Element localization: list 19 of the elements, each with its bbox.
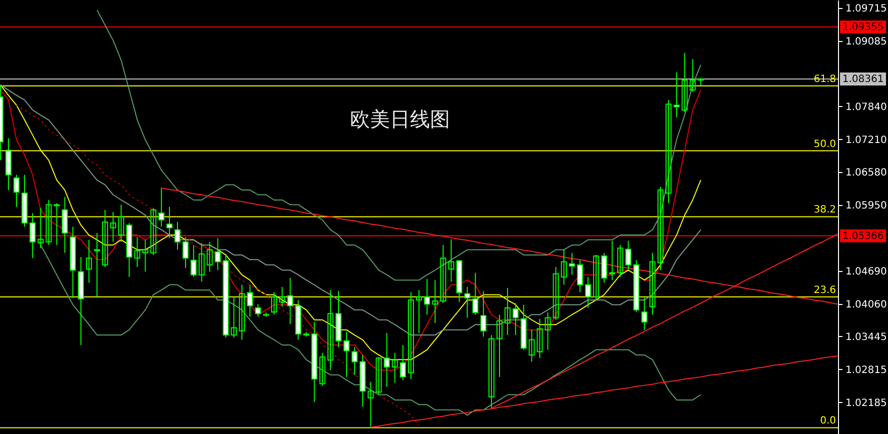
annotation: 38.2 bbox=[814, 204, 836, 216]
annotation: 50.0 bbox=[814, 138, 836, 150]
ref-line-label: 1.05366 bbox=[842, 230, 884, 242]
y-tick-label: 1.04690 bbox=[846, 266, 887, 278]
y-tick-label: 1.04060 bbox=[846, 300, 887, 311]
y-tick-label: 1.07840 bbox=[846, 102, 887, 113]
ref-line-label: 1.09355 bbox=[842, 22, 884, 33]
y-tick-label: 1.07210 bbox=[846, 134, 887, 146]
text: 欧美日线图 bbox=[350, 107, 450, 131]
ref-line-label: 1.08361 bbox=[842, 74, 884, 85]
y-tick-label: 1.05950 bbox=[846, 200, 887, 212]
y-tick-label: 1.02815 bbox=[846, 364, 887, 376]
y-tick-label: 1.03445 bbox=[846, 332, 887, 343]
y-tick-label: 1.09715 bbox=[846, 4, 887, 15]
y-tick-label: 1.09085 bbox=[846, 36, 887, 48]
annotation: 0.0 bbox=[820, 416, 836, 427]
y-tick-label: 1.02185 bbox=[846, 398, 887, 409]
annotation: 23.6 bbox=[814, 284, 836, 296]
y-tick-label: 1.06580 bbox=[846, 168, 887, 179]
